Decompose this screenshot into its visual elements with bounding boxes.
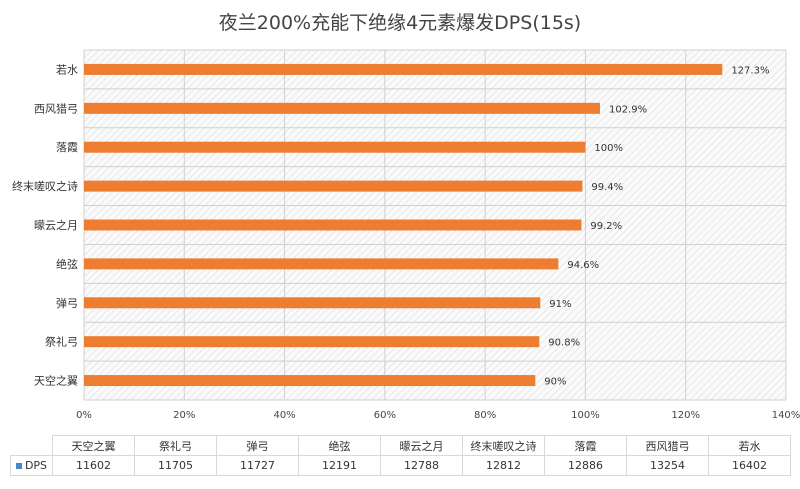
legend-label: DPS	[24, 459, 48, 472]
table-cell: 12886	[544, 455, 627, 476]
x-tick-label: 80%	[474, 410, 496, 421]
table-cell: 12191	[298, 455, 381, 476]
table-header: 终末嗟叹之诗	[462, 435, 545, 456]
table-cell: 12812	[462, 455, 545, 476]
table-header: 祭礼弓	[134, 435, 217, 456]
data-label: 102.9%	[609, 104, 647, 115]
bar	[84, 375, 536, 387]
table-cell: 16402	[708, 455, 791, 476]
x-tick-label: 120%	[671, 410, 700, 421]
x-tick-label: 40%	[273, 410, 295, 421]
data-label: 99.2%	[590, 221, 622, 232]
data-label: 100%	[594, 143, 623, 154]
bar	[84, 63, 723, 75]
bar	[84, 297, 541, 309]
x-tick-label: 0%	[76, 410, 92, 421]
x-tick-label: 100%	[571, 410, 600, 421]
y-tick-label: 终末嗟叹之诗	[12, 179, 78, 193]
data-label: 90%	[544, 377, 566, 388]
y-tick-label: 绝弦	[56, 257, 78, 271]
data-label: 94.6%	[567, 260, 599, 271]
data-label: 99.4%	[591, 182, 623, 193]
bar	[84, 102, 600, 114]
y-tick-label: 弹弓	[56, 296, 78, 310]
y-tick-label: 若水	[56, 63, 78, 76]
data-table: 天空之翼 祭礼弓 弹弓 绝弦 曚云之月 终末嗟叹之诗 落霞 西风猎弓 若水 DPS 11602 11…	[10, 435, 791, 476]
bar	[84, 219, 582, 231]
table-header: 西风猎弓	[626, 435, 709, 456]
y-tick-label: 落霞	[56, 141, 78, 154]
legend-dps: DPS	[10, 455, 53, 476]
table-cell: 11705	[134, 455, 217, 476]
table-cell: 13254	[626, 455, 709, 476]
table-header: 天空之翼	[52, 435, 135, 456]
chart-title: 夜兰200%充能下绝缘4元素爆发DPS(15s)	[218, 12, 582, 34]
y-tick-label: 西风猎弓	[34, 101, 78, 115]
table-cell: 12788	[380, 455, 463, 476]
y-tick-label: 天空之翼	[34, 374, 78, 388]
table-header: 若水	[708, 435, 791, 456]
data-label: 127.3%	[731, 65, 769, 76]
bar	[84, 180, 583, 192]
table-header: 落霞	[544, 435, 627, 456]
bar-chart: 0% 20% 40% 60% 80% 100% 120% 140% 若水 127.3% 西风猎弓 10…	[12, 49, 800, 421]
table-header: 弹弓	[216, 435, 299, 456]
table-cell: 11727	[216, 455, 299, 476]
y-tick-label: 曚云之月	[34, 218, 78, 232]
table-header: 曚云之月	[380, 435, 463, 456]
y-tick-label: 祭礼弓	[45, 335, 78, 349]
legend-swatch	[15, 463, 22, 469]
table-header: 绝弦	[298, 435, 381, 456]
bar	[84, 336, 540, 348]
data-label: 90.8%	[548, 338, 580, 349]
x-tick-label: 60%	[374, 410, 396, 421]
x-tick-label: 140%	[772, 410, 800, 421]
table-cell: 11602	[52, 455, 135, 476]
bar	[84, 258, 559, 270]
x-tick-label: 20%	[173, 410, 195, 421]
data-label: 91%	[549, 299, 571, 310]
bar	[84, 141, 586, 153]
